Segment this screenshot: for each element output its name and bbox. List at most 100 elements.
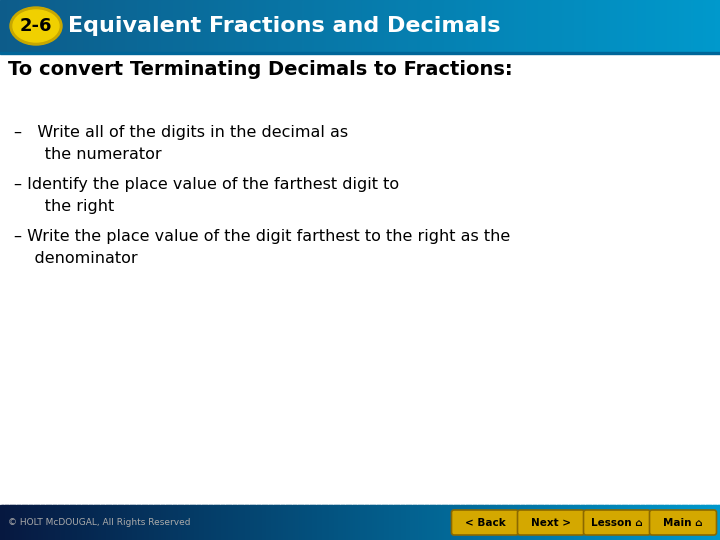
Bar xyxy=(657,0,661,52)
Bar xyxy=(173,505,176,540)
Bar xyxy=(254,0,258,52)
Bar xyxy=(281,505,284,540)
Bar xyxy=(94,505,97,540)
Bar xyxy=(398,0,402,52)
Bar xyxy=(482,0,486,52)
Bar xyxy=(446,505,450,540)
Bar xyxy=(362,0,366,52)
Bar xyxy=(322,505,325,540)
Bar xyxy=(312,0,315,52)
Bar xyxy=(240,505,243,540)
Bar xyxy=(250,0,253,52)
Bar xyxy=(446,0,450,52)
Bar xyxy=(706,505,709,540)
Bar xyxy=(70,505,73,540)
Bar xyxy=(77,0,80,52)
Bar xyxy=(713,505,716,540)
Bar xyxy=(63,505,66,540)
Bar xyxy=(135,0,138,52)
Bar xyxy=(389,505,392,540)
Bar xyxy=(540,505,544,540)
Bar xyxy=(122,0,126,52)
Bar xyxy=(223,505,227,540)
Text: 2-6: 2-6 xyxy=(19,17,53,35)
Bar xyxy=(171,505,174,540)
Bar xyxy=(538,0,541,52)
Text: Equivalent Fractions and Decimals: Equivalent Fractions and Decimals xyxy=(68,16,500,36)
Bar xyxy=(456,505,459,540)
Bar xyxy=(434,505,438,540)
Bar xyxy=(684,505,688,540)
Bar xyxy=(0,0,4,52)
Bar xyxy=(526,0,529,52)
Bar xyxy=(578,0,582,52)
Bar xyxy=(348,505,351,540)
Bar xyxy=(420,0,423,52)
Bar xyxy=(317,505,320,540)
Bar xyxy=(120,505,123,540)
Bar xyxy=(14,0,18,52)
Bar xyxy=(432,505,436,540)
Bar xyxy=(698,0,702,52)
Bar xyxy=(329,505,332,540)
Bar xyxy=(396,0,400,52)
Bar xyxy=(420,505,423,540)
Bar xyxy=(513,0,517,52)
Bar xyxy=(355,0,359,52)
Bar xyxy=(504,505,508,540)
Bar xyxy=(466,505,469,540)
Bar xyxy=(693,0,697,52)
Bar xyxy=(382,505,385,540)
Bar xyxy=(377,0,380,52)
Bar xyxy=(261,505,265,540)
Bar xyxy=(194,0,198,52)
Bar xyxy=(43,0,47,52)
Bar xyxy=(365,505,368,540)
Bar xyxy=(65,505,68,540)
Bar xyxy=(641,505,644,540)
Bar xyxy=(557,505,560,540)
Bar xyxy=(454,0,457,52)
Bar xyxy=(333,0,337,52)
Bar xyxy=(293,505,296,540)
Bar xyxy=(274,0,277,52)
Bar xyxy=(103,505,107,540)
Bar xyxy=(698,505,702,540)
Bar xyxy=(672,505,675,540)
FancyBboxPatch shape xyxy=(649,510,716,535)
Bar xyxy=(74,505,78,540)
Bar xyxy=(603,0,606,52)
Bar xyxy=(657,505,661,540)
Bar xyxy=(394,505,397,540)
Bar xyxy=(86,505,90,540)
Bar xyxy=(636,505,639,540)
Bar xyxy=(55,0,58,52)
Bar xyxy=(146,0,150,52)
Bar xyxy=(473,0,476,52)
Bar xyxy=(243,505,246,540)
Bar xyxy=(367,0,371,52)
Bar xyxy=(132,505,135,540)
Bar xyxy=(67,505,71,540)
Bar xyxy=(178,505,181,540)
Bar xyxy=(387,0,390,52)
Bar xyxy=(691,505,695,540)
Bar xyxy=(648,505,652,540)
Bar xyxy=(617,505,620,540)
Bar xyxy=(437,0,440,52)
Bar xyxy=(552,505,555,540)
Bar xyxy=(552,0,555,52)
Bar xyxy=(235,0,238,52)
Bar xyxy=(180,505,184,540)
Bar xyxy=(531,505,534,540)
Bar xyxy=(99,505,102,540)
Bar xyxy=(672,0,675,52)
Bar xyxy=(7,0,11,52)
Bar xyxy=(619,0,623,52)
Bar xyxy=(653,505,656,540)
Bar xyxy=(142,505,145,540)
Bar xyxy=(166,0,169,52)
Bar xyxy=(518,0,522,52)
Bar xyxy=(156,0,159,52)
Bar xyxy=(540,0,544,52)
